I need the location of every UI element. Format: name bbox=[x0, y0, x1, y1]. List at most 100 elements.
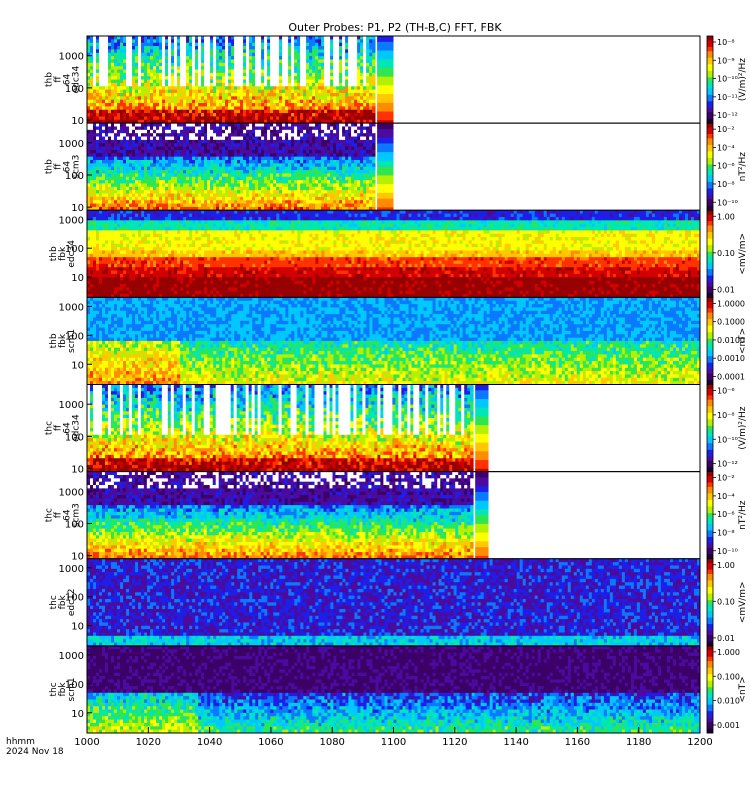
heatmap-cell bbox=[87, 113, 90, 117]
heatmap-cell bbox=[159, 70, 162, 74]
heatmap-cell bbox=[222, 43, 225, 47]
heatmap-cell bbox=[225, 113, 228, 117]
heatmap-cell bbox=[192, 70, 195, 74]
heatmap-cell bbox=[123, 116, 126, 120]
heatmap-cell bbox=[135, 83, 138, 87]
heatmap-cell bbox=[108, 73, 111, 77]
heatmap-cell bbox=[159, 83, 162, 87]
heatmap-cell bbox=[234, 56, 237, 60]
heatmap-cell bbox=[198, 80, 201, 84]
heatmap-cell bbox=[108, 43, 111, 47]
heatmap-cell bbox=[114, 76, 117, 80]
heatmap-cell bbox=[93, 116, 96, 120]
heatmap-cell bbox=[153, 96, 156, 100]
heatmap-cell bbox=[123, 73, 126, 77]
heatmap-cell bbox=[228, 36, 231, 40]
heatmap-cell bbox=[189, 103, 192, 107]
heatmap-cell bbox=[207, 66, 210, 70]
heatmap-cell bbox=[93, 96, 96, 100]
heatmap-cell bbox=[138, 93, 141, 97]
heatmap-cell bbox=[135, 43, 138, 47]
heatmap-cell bbox=[186, 96, 189, 100]
heatmap-cell bbox=[210, 49, 213, 53]
heatmap-cell bbox=[114, 116, 117, 120]
heatmap-cell bbox=[156, 59, 159, 63]
heatmap-cell bbox=[153, 83, 156, 87]
heatmap-cell bbox=[171, 83, 174, 87]
heatmap-cell bbox=[144, 96, 147, 100]
heatmap-cell bbox=[216, 70, 219, 74]
heatmap-cell bbox=[225, 83, 228, 87]
heatmap-cell bbox=[153, 73, 156, 77]
heatmap-cell bbox=[132, 116, 135, 120]
heatmap-cell bbox=[192, 83, 195, 87]
heatmap-cell bbox=[162, 59, 165, 63]
heatmap-cell bbox=[147, 113, 150, 117]
heatmap-cell bbox=[102, 70, 105, 74]
heatmap-cell bbox=[96, 49, 99, 53]
heatmap-cell bbox=[216, 103, 219, 107]
heatmap-cell bbox=[183, 53, 186, 57]
heatmap-cell bbox=[87, 90, 90, 94]
heatmap-cell bbox=[180, 76, 183, 80]
heatmap-cell bbox=[150, 103, 153, 107]
heatmap-cell bbox=[213, 73, 216, 77]
heatmap-cell bbox=[210, 39, 213, 43]
heatmap-cell bbox=[183, 39, 186, 43]
heatmap-cell bbox=[189, 70, 192, 74]
heatmap-cell bbox=[177, 63, 180, 67]
heatmap-cell bbox=[150, 46, 153, 50]
heatmap-cell bbox=[174, 96, 177, 100]
heatmap-cell bbox=[228, 90, 231, 94]
heatmap-cell bbox=[201, 116, 204, 120]
heatmap-cell bbox=[204, 63, 207, 67]
heatmap-cell bbox=[159, 90, 162, 94]
heatmap-cell bbox=[126, 73, 129, 77]
heatmap-cell bbox=[87, 43, 90, 47]
heatmap-cell bbox=[198, 90, 201, 94]
heatmap-cell bbox=[156, 49, 159, 53]
heatmap-cell bbox=[150, 59, 153, 63]
heatmap-cell bbox=[132, 46, 135, 50]
heatmap-cell bbox=[96, 86, 99, 90]
heatmap-cell bbox=[87, 103, 90, 107]
heatmap-cell bbox=[213, 80, 216, 84]
heatmap-cell bbox=[138, 80, 141, 84]
heatmap-cell bbox=[162, 73, 165, 77]
heatmap-cell bbox=[162, 103, 165, 107]
heatmap-cell bbox=[177, 36, 180, 40]
heatmap-cell bbox=[201, 106, 204, 110]
heatmap-cell bbox=[153, 90, 156, 94]
heatmap-cell bbox=[216, 46, 219, 50]
heatmap-cell bbox=[129, 36, 132, 40]
heatmap-cell bbox=[87, 63, 90, 67]
heatmap-cell bbox=[210, 106, 213, 110]
heatmap-cell bbox=[87, 100, 90, 104]
heatmap-cell bbox=[114, 36, 117, 40]
heatmap-cell bbox=[108, 36, 111, 40]
heatmap-cell bbox=[117, 36, 120, 40]
heatmap-cell bbox=[231, 76, 234, 80]
heatmap-cell bbox=[132, 103, 135, 107]
heatmap-cell bbox=[216, 56, 219, 60]
heatmap-cell bbox=[129, 90, 132, 94]
heatmap-cell bbox=[234, 103, 237, 107]
heatmap-cell bbox=[129, 110, 132, 114]
heatmap-cell bbox=[174, 70, 177, 74]
heatmap-cell bbox=[123, 53, 126, 57]
heatmap-cell bbox=[159, 110, 162, 114]
heatmap-cell bbox=[228, 49, 231, 53]
heatmap-cell bbox=[141, 83, 144, 87]
heatmap-cell bbox=[117, 73, 120, 77]
heatmap-cell bbox=[93, 100, 96, 104]
heatmap-cell bbox=[108, 110, 111, 114]
heatmap-cell bbox=[204, 83, 207, 87]
heatmap-cell bbox=[195, 43, 198, 47]
heatmap-cell bbox=[165, 59, 168, 63]
heatmap-cell bbox=[129, 46, 132, 50]
heatmap-cell bbox=[105, 36, 108, 40]
heatmap-cell bbox=[153, 39, 156, 43]
heatmap-cell bbox=[93, 53, 96, 57]
heatmap-cell bbox=[144, 43, 147, 47]
heatmap-cell bbox=[159, 43, 162, 47]
